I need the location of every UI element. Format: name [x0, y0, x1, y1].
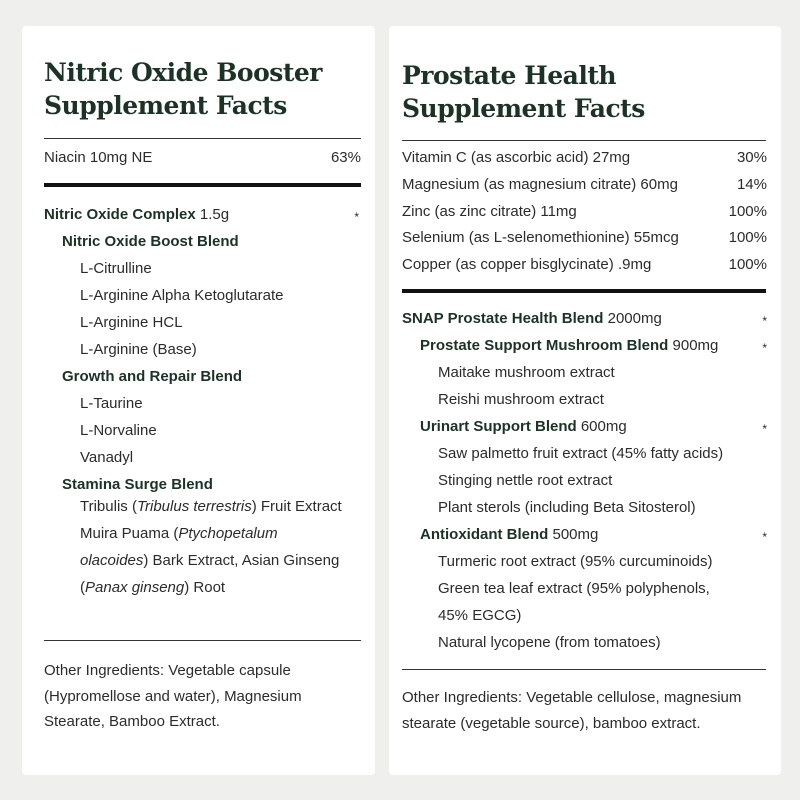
ingredient-row: L-Arginine HCL: [80, 313, 183, 333]
vitamin-name: Magnesium (as magnesium citrate) 60mg: [402, 175, 678, 193]
ingredient-text: Green tea leaf extract (95% polyphenols,: [438, 580, 710, 597]
ingredient-text: L-Arginine HCL: [80, 314, 183, 331]
ingredient-text: Maitake mushroom extract: [438, 364, 615, 381]
botanical-name: Ptychopetalum olacoides: [80, 525, 278, 569]
blend-name: Stamina Surge Blend: [62, 476, 213, 493]
daily-value: 14%: [736, 175, 767, 193]
ingredient-text: Reishi mushroom extract: [438, 391, 604, 408]
ingredient-row: L-Arginine (Base): [80, 340, 197, 360]
card-title: Prostate Health Supplement Facts: [402, 59, 645, 125]
daily-value-star: *: [762, 530, 767, 544]
daily-value-star: *: [354, 210, 359, 224]
daily-value: 63%: [330, 149, 361, 166]
vitamin-name: Niacin 10mg NE: [44, 149, 153, 166]
ingredient-row: L-Norvaline: [80, 421, 157, 441]
ingredient-row: Antioxidant Blend 500mg: [420, 525, 598, 545]
ingredient-text: ) Fruit Extract Muira Puama (: [80, 498, 342, 542]
blend-name: Urinart Support Blend: [420, 418, 577, 435]
vitamin-name: Selenium (as L-selenomethionine) 55mcg: [402, 229, 679, 247]
ingredient-row: 45% EGCG): [438, 606, 521, 626]
daily-value: 100%: [728, 229, 767, 247]
ingredient-text: ) Bark Extract, Asian Ginseng (: [80, 552, 340, 596]
stamina-blend-ingredients: Tribulis (Tribulus terrestris) Fruit Ext…: [80, 493, 342, 601]
ingredient-row: Plant sterols (including Beta Sitosterol…: [438, 498, 696, 518]
vitamin-name: Vitamin C (as ascorbic acid) 27mg: [402, 149, 631, 166]
ingredient-text: L-Citrulline: [80, 260, 152, 277]
ingredient-text: L-Norvaline: [80, 422, 157, 439]
ingredient-row: Urinart Support Blend 600mg: [420, 417, 627, 437]
divider: [402, 140, 766, 141]
ingredient-text: 500mg: [548, 526, 599, 543]
ingredient-row: Saw palmetto fruit extract (45% fatty ac…: [438, 444, 723, 464]
ingredient-text: Vanadyl: [80, 449, 134, 466]
ingredient-row: Reishi mushroom extract: [438, 390, 604, 410]
ingredient-text: Saw palmetto fruit extract (45% fatty ac…: [438, 445, 724, 462]
ingredient-text: L-Taurine: [80, 395, 143, 412]
title-line: Supplement Facts: [402, 94, 645, 123]
thick-divider: [402, 289, 766, 293]
daily-value-star: *: [762, 314, 767, 328]
ingredient-row: L-Arginine Alpha Ketoglutarate: [80, 286, 283, 306]
vitamin-name: Copper (as copper bisglycinate) .9mg: [402, 256, 652, 274]
ingredient-text: 45% EGCG): [438, 607, 522, 624]
blend-name: SNAP Prostate Health Blend: [402, 310, 604, 327]
ingredient-row: L-Taurine: [80, 394, 143, 414]
title-line: Prostate Health: [402, 61, 617, 90]
blend-name: Antioxidant Blend: [420, 526, 549, 543]
ingredient-text: Plant sterols (including Beta Sitosterol…: [438, 499, 696, 516]
ingredient-row: Nitric Oxide Boost Blend: [62, 232, 239, 252]
ingredient-row: Stamina Surge Blend: [62, 475, 213, 495]
prostate-health-facts-card: Prostate Health Supplement Facts Vitamin…: [389, 26, 781, 775]
daily-value: 100%: [728, 256, 767, 274]
ingredient-row: Growth and Repair Blend: [62, 367, 242, 387]
divider: [44, 138, 361, 139]
daily-value-star: *: [762, 422, 767, 436]
thick-divider: [44, 183, 361, 187]
title-line: Nitric Oxide Booster: [44, 58, 322, 87]
daily-value-star: *: [762, 341, 767, 355]
ingredient-row: L-Citrulline: [80, 259, 152, 279]
botanical-name: Tribulus terrestris: [136, 498, 252, 515]
blend-name: Prostate Support Mushroom Blend: [420, 337, 669, 354]
ingredient-text: L-Arginine (Base): [80, 341, 197, 358]
ingredient-row: SNAP Prostate Health Blend 2000mg: [402, 309, 662, 329]
card-title: Nitric Oxide Booster Supplement Facts: [44, 56, 322, 122]
ingredient-text: 1.5g: [195, 206, 230, 223]
ingredient-row: Stinging nettle root extract: [438, 471, 612, 491]
daily-value: 30%: [736, 149, 767, 166]
ingredient-text: Tribulis (: [80, 498, 137, 515]
ingredient-text: ) Root: [184, 579, 226, 596]
botanical-name: Panax ginseng: [85, 579, 185, 596]
ingredient-row: Nitric Oxide Complex 1.5g: [44, 205, 229, 225]
ingredient-row: Maitake mushroom extract: [438, 363, 615, 383]
ingredient-text: 900mg: [668, 337, 719, 354]
daily-value: 100%: [728, 202, 767, 220]
ingredient-text: Turmeric root extract (95% curcuminoids): [438, 553, 713, 570]
ingredient-row: Natural lycopene (from tomatoes): [438, 633, 661, 653]
blend-name: Nitric Oxide Complex: [44, 206, 196, 223]
blend-name: Nitric Oxide Boost Blend: [62, 233, 239, 250]
ingredient-text: L-Arginine Alpha Ketoglutarate: [80, 287, 284, 304]
ingredient-text: 2000mg: [603, 310, 662, 327]
ingredient-text: Natural lycopene (from tomatoes): [438, 634, 661, 651]
title-line: Supplement Facts: [44, 91, 287, 120]
ingredient-text: Stinging nettle root extract: [438, 472, 613, 489]
blend-name: Growth and Repair Blend: [62, 368, 243, 385]
other-ingredients: Other Ingredients: Vegetable capsule (Hy…: [44, 662, 302, 730]
other-ingredients: Other Ingredients: Vegetable cellulose, …: [402, 689, 742, 732]
ingredient-text: 600mg: [576, 418, 627, 435]
vitamin-name: Zinc (as zinc citrate) 11mg: [402, 202, 577, 220]
nitric-oxide-facts-card: Nitric Oxide Booster Supplement Facts Ni…: [22, 26, 375, 775]
divider: [402, 669, 766, 670]
ingredient-row: Vanadyl: [80, 448, 133, 468]
divider: [44, 640, 361, 641]
ingredient-row: Turmeric root extract (95% curcuminoids): [438, 552, 713, 572]
ingredient-row: Green tea leaf extract (95% polyphenols,: [438, 579, 710, 599]
ingredient-row: Prostate Support Mushroom Blend 900mg: [420, 336, 718, 356]
